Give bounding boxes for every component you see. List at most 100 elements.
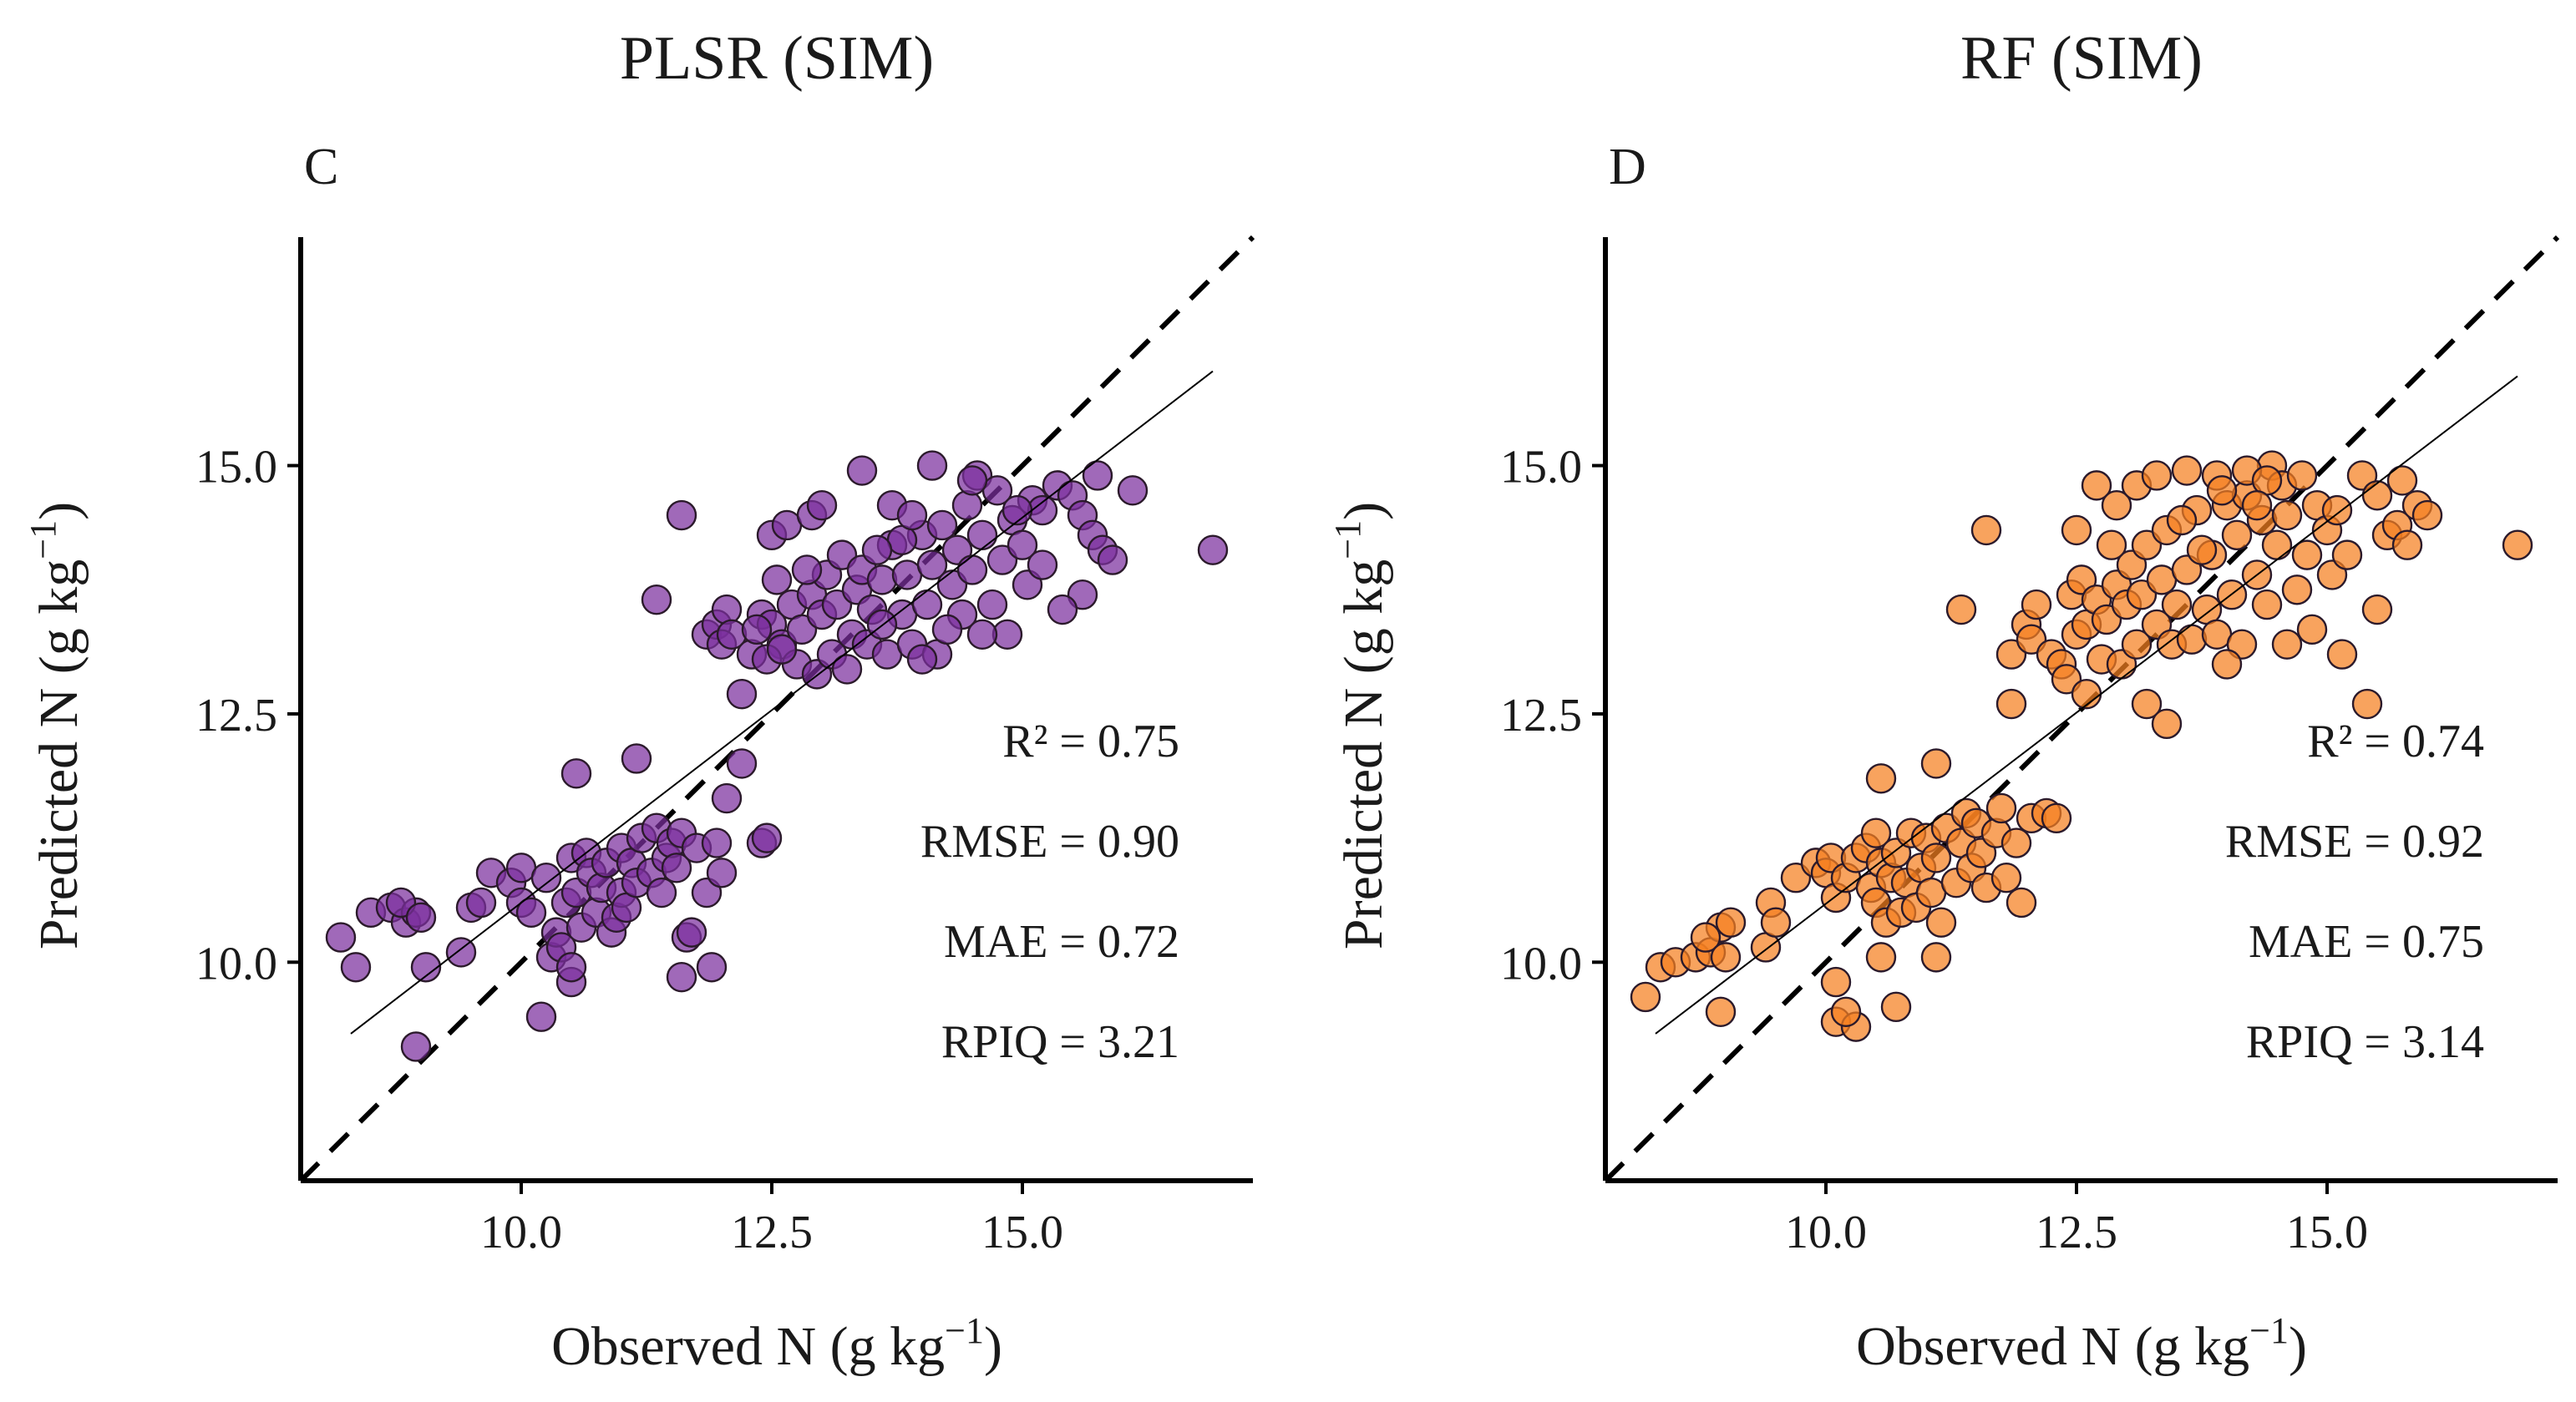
data-point: [1715, 907, 1747, 938]
data-point: [2206, 475, 2238, 506]
data-point: [956, 554, 988, 585]
data-point: [2321, 494, 2353, 526]
y-axis-title: Predicted N (g kg−1): [23, 502, 89, 949]
x-tick-label: 15.0: [981, 1207, 1063, 1258]
data-point: [2221, 519, 2253, 551]
data-point: [2186, 534, 2218, 565]
data-point: [2261, 529, 2293, 560]
data-point: [2296, 614, 2328, 645]
data-point: [2386, 465, 2418, 496]
data-point: [1945, 594, 1977, 625]
fit-line: [1655, 375, 2518, 1035]
data-point: [1760, 907, 1792, 938]
data-point: [666, 961, 697, 993]
data-point: [2361, 594, 2393, 625]
data-point: [751, 822, 783, 853]
data-point: [530, 863, 562, 893]
data-point: [1047, 594, 1078, 625]
data-point: [1197, 534, 1229, 565]
data-point: [966, 619, 998, 650]
data-point: [1630, 981, 1661, 1013]
data-point: [1920, 748, 1952, 779]
stat-annotation: MAE = 0.75: [2249, 916, 2484, 968]
data-point: [2411, 499, 2443, 531]
panel-title: RF (SIM): [1960, 24, 2203, 93]
y-tick-label: 12.5: [1500, 690, 1582, 741]
data-point: [2271, 629, 2303, 660]
data-point: [806, 489, 838, 521]
data-point: [2331, 539, 2363, 570]
data-point: [2361, 480, 2393, 511]
data-point: [2281, 574, 2313, 605]
data-point: [2502, 529, 2533, 560]
data-point: [1990, 863, 2022, 893]
data-point: [646, 877, 677, 909]
data-point: [791, 554, 823, 585]
data-point: [926, 509, 958, 541]
data-point: [2251, 589, 2283, 620]
data-point: [1865, 763, 1897, 794]
y-tick-label: 15.0: [195, 442, 277, 493]
data-point: [2351, 688, 2383, 720]
stat-annotation: R² = 0.75: [1002, 716, 1179, 767]
data-point: [525, 1001, 557, 1032]
data-point: [866, 564, 898, 595]
data-point: [2391, 529, 2423, 560]
data-point: [906, 644, 938, 675]
data-point: [2166, 504, 2198, 536]
x-tick-label: 12.5: [2036, 1207, 2117, 1258]
data-point: [706, 858, 738, 888]
data-point: [1925, 907, 1957, 938]
data-point: [846, 455, 878, 486]
data-point: [1820, 966, 1852, 998]
data-point: [400, 1031, 432, 1062]
data-point: [1097, 544, 1128, 575]
data-point: [1027, 549, 1058, 580]
data-point: [2141, 460, 2173, 491]
data-point: [2081, 470, 2112, 501]
panel-rf: RF (SIM) D 10.0 12.5 15.0 10.0 12.5 15.0 Observe…: [1327, 24, 2560, 1377]
x-axis-title: Observed N (g kg−1): [551, 1310, 1002, 1377]
data-point: [951, 489, 983, 521]
data-point: [340, 952, 372, 983]
data-point: [711, 782, 743, 814]
data-point: [1690, 922, 1722, 953]
data-point: [2326, 639, 2358, 670]
x-tick-label: 12.5: [731, 1207, 813, 1258]
y-tick-label: 15.0: [1500, 442, 1582, 493]
scatter-points: [325, 450, 1229, 1062]
stat-annotation: RMSE = 0.92: [2225, 816, 2484, 868]
x-tick-label: 10.0: [480, 1207, 562, 1258]
data-point: [2151, 708, 2183, 740]
fit-line: [350, 370, 1214, 1035]
data-point: [2006, 887, 2037, 919]
data-point: [2121, 629, 2153, 660]
data-point: [325, 922, 357, 953]
data-point: [1865, 942, 1897, 973]
data-point: [1860, 817, 1892, 848]
data-point: [701, 828, 733, 858]
x-tick-label: 10.0: [1785, 1207, 1867, 1258]
data-point: [2171, 455, 2203, 486]
stat-annotation: RPIQ = 3.14: [2246, 1016, 2484, 1068]
data-point: [2131, 688, 2163, 720]
data-point: [405, 902, 437, 933]
data-point: [445, 937, 477, 968]
data-point: [1082, 460, 1113, 491]
data-point: [2041, 802, 2072, 834]
data-point: [2241, 489, 2273, 521]
panel-plsr: PLSR (SIM) C 10.0 12.5 15.0 10.0 12.5 15.0 Obser…: [23, 24, 1255, 1377]
data-point: [761, 564, 793, 595]
data-point: [726, 678, 758, 710]
data-point: [1970, 514, 2002, 546]
data-point: [560, 758, 592, 789]
data-point: [1117, 475, 1149, 506]
data-point: [831, 654, 863, 685]
data-point: [661, 853, 692, 883]
data-point: [410, 952, 442, 983]
data-point: [1705, 996, 1737, 1027]
data-point: [641, 584, 672, 615]
data-point: [2176, 624, 2208, 655]
data-point: [1001, 494, 1033, 526]
data-point: [1880, 991, 1912, 1023]
